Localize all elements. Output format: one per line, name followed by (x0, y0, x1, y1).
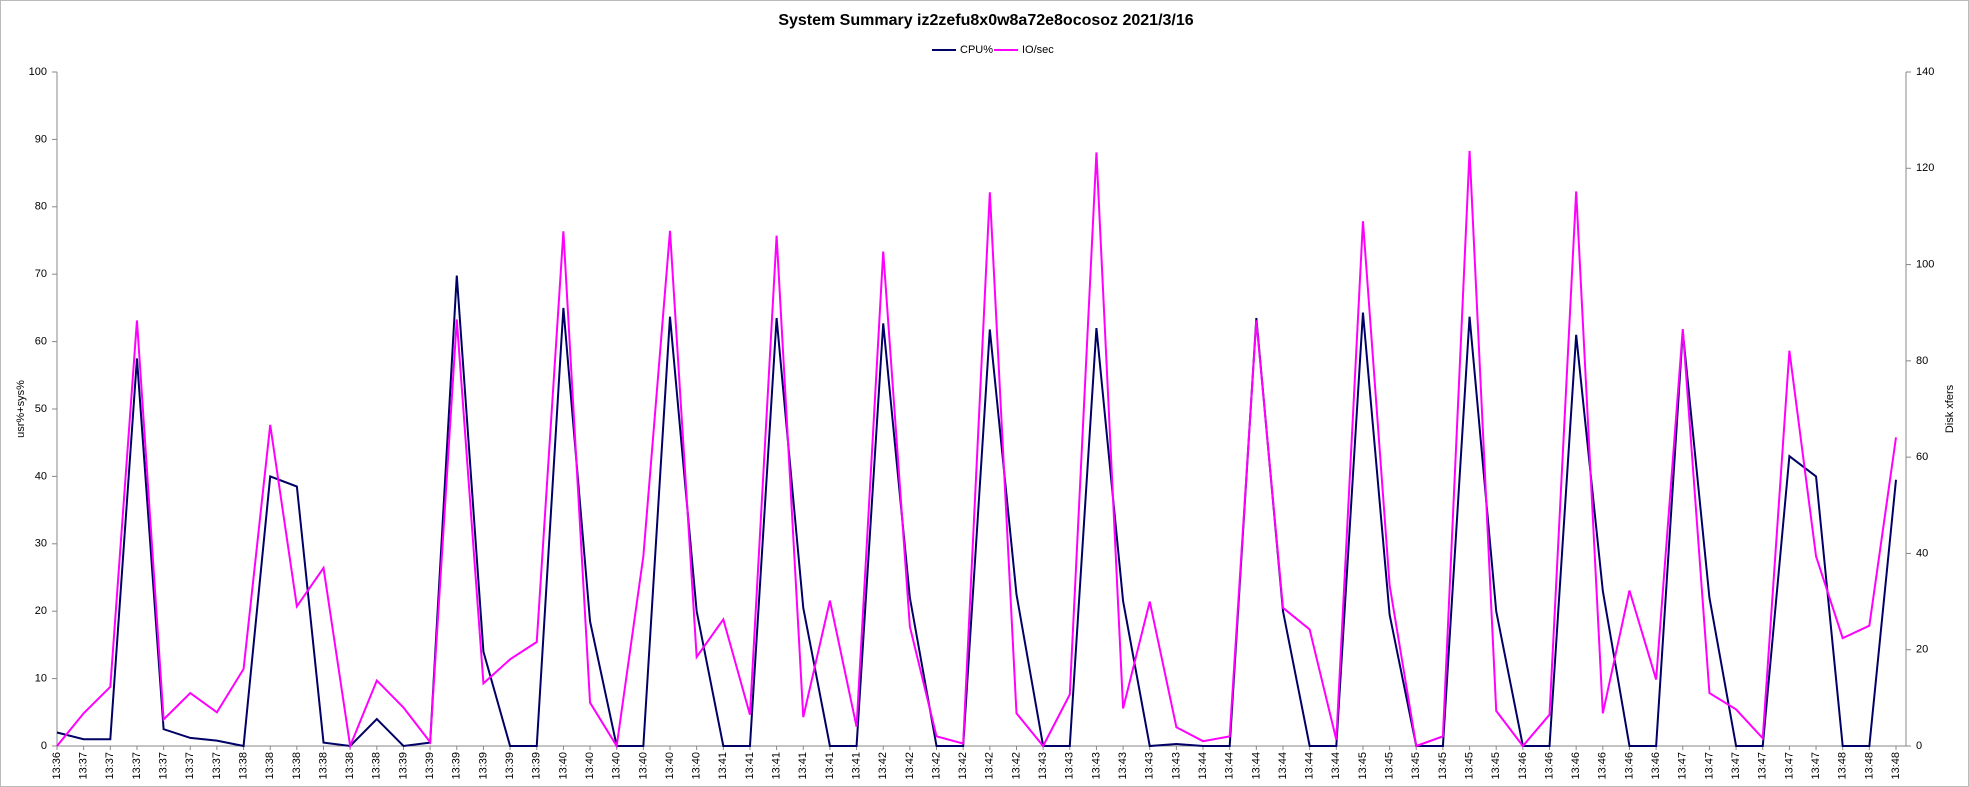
y-tick-label: 90 (35, 133, 47, 145)
x-tick-label: 13:40 (637, 752, 649, 780)
x-tick-label: 13:46 (1650, 752, 1662, 780)
x-tick-label: 13:41 (850, 752, 862, 780)
x-tick-label: 13:38 (371, 752, 383, 780)
y2-tick-label: 0 (1916, 740, 1922, 752)
x-tick-label: 13:41 (717, 752, 729, 780)
x-tick-label: 13:45 (1437, 752, 1449, 780)
x-tick-label: 13:46 (1570, 752, 1582, 780)
x-tick-label: 13:42 (930, 752, 942, 780)
y2-tick-label: 60 (1916, 451, 1928, 463)
x-tick-label: 13:38 (237, 752, 249, 780)
x-tick-label: 13:47 (1783, 752, 1795, 780)
x-tick-label: 13:47 (1730, 752, 1742, 780)
x-tick-label: 13:47 (1677, 752, 1689, 780)
y2-tick-label: 100 (1916, 258, 1934, 270)
x-tick-label: 13:37 (158, 752, 170, 780)
x-tick-label: 13:48 (1863, 752, 1875, 780)
x-tick-label: 13:46 (1543, 752, 1555, 780)
x-tick-label: 13:43 (1064, 752, 1076, 780)
x-tick-label: 13:42 (904, 752, 916, 780)
x-tick-label: 13:37 (78, 752, 90, 780)
x-tick-label: 13:43 (1037, 752, 1049, 780)
y-tick-label: 100 (29, 66, 47, 78)
x-tick-label: 13:38 (344, 752, 356, 780)
x-tick-label: 13:42 (984, 752, 996, 780)
x-tick-label: 13:46 (1623, 752, 1635, 780)
x-tick-label: 13:46 (1597, 752, 1609, 780)
x-tick-label: 13:47 (1810, 752, 1822, 780)
x-tick-label: 13:37 (184, 752, 196, 780)
y-tick-label: 60 (35, 336, 47, 348)
y-tick-label: 20 (35, 605, 47, 617)
x-tick-label: 13:47 (1703, 752, 1715, 780)
x-tick-label: 13:43 (1170, 752, 1182, 780)
y-tick-label: 40 (35, 470, 47, 482)
y-tick-label: 70 (35, 268, 47, 280)
x-tick-label: 13:41 (797, 752, 809, 780)
x-tick-label: 13:38 (317, 752, 329, 780)
x-tick-label: 13:40 (557, 752, 569, 780)
x-tick-label: 13:44 (1224, 752, 1236, 780)
x-tick-label: 13:43 (1090, 752, 1102, 780)
x-tick-label: 13:39 (397, 752, 409, 780)
x-tick-label: 13:45 (1490, 752, 1502, 780)
x-tick-label: 13:43 (1117, 752, 1129, 780)
x-tick-label: 13:37 (211, 752, 223, 780)
x-tick-label: 13:38 (291, 752, 303, 780)
x-tick-label: 13:39 (424, 752, 436, 780)
x-tick-label: 13:44 (1250, 752, 1262, 780)
y2-tick-label: 40 (1916, 547, 1928, 559)
x-tick-label: 13:40 (584, 752, 596, 780)
x-tick-label: 13:37 (131, 752, 143, 780)
x-tick-label: 13:42 (957, 752, 969, 780)
y2-axis-label: Disk xfers (1944, 384, 1956, 433)
x-tick-label: 13:45 (1410, 752, 1422, 780)
x-tick-label: 13:44 (1277, 752, 1289, 780)
x-tick-label: 13:37 (104, 752, 116, 780)
x-tick-label: 13:41 (771, 752, 783, 780)
y2-tick-label: 80 (1916, 355, 1928, 367)
x-tick-label: 13:44 (1304, 752, 1316, 780)
y-tick-label: 80 (35, 201, 47, 213)
y-axis-label: usr%+sys% (15, 380, 27, 438)
x-tick-label: 13:45 (1463, 752, 1475, 780)
chart-title: System Summary iz2zefu8x0w8a72e8ocosoz 2… (778, 12, 1193, 29)
x-tick-label: 13:48 (1837, 752, 1849, 780)
x-tick-label: 13:47 (1757, 752, 1769, 780)
x-tick-label: 13:41 (824, 752, 836, 780)
x-tick-label: 13:39 (451, 752, 463, 780)
x-tick-label: 13:41 (744, 752, 756, 780)
x-tick-label: 13:46 (1517, 752, 1529, 780)
x-tick-label: 13:40 (664, 752, 676, 780)
x-tick-label: 13:40 (691, 752, 703, 780)
x-tick-label: 13:43 (1144, 752, 1156, 780)
data-line (56, 150, 1897, 750)
y2-tick-label: 120 (1916, 162, 1934, 174)
x-tick-label: 13:39 (531, 752, 543, 780)
y-tick-label: 10 (35, 673, 47, 685)
x-tick-label: 13:40 (611, 752, 623, 780)
y-tick-label: 50 (35, 403, 47, 415)
x-tick-label: 13:42 (1010, 752, 1022, 780)
legend-label: CPU% (960, 44, 993, 56)
x-tick-label: 13:45 (1384, 752, 1396, 780)
x-tick-label: 13:39 (477, 752, 489, 780)
y-tick-label: 30 (35, 538, 47, 550)
x-tick-label: 13:44 (1330, 752, 1342, 780)
x-tick-label: 13:36 (51, 752, 63, 780)
y2-tick-label: 140 (1916, 66, 1934, 78)
y2-tick-label: 20 (1916, 644, 1928, 656)
x-tick-label: 13:48 (1890, 752, 1902, 780)
y-tick-label: 0 (41, 740, 47, 752)
legend-label: IO/sec (1022, 44, 1054, 56)
x-tick-label: 13:45 (1357, 752, 1369, 780)
x-tick-label: 13:44 (1197, 752, 1209, 780)
x-tick-label: 13:38 (264, 752, 276, 780)
x-tick-label: 13:42 (877, 752, 889, 780)
x-tick-label: 13:39 (504, 752, 516, 780)
